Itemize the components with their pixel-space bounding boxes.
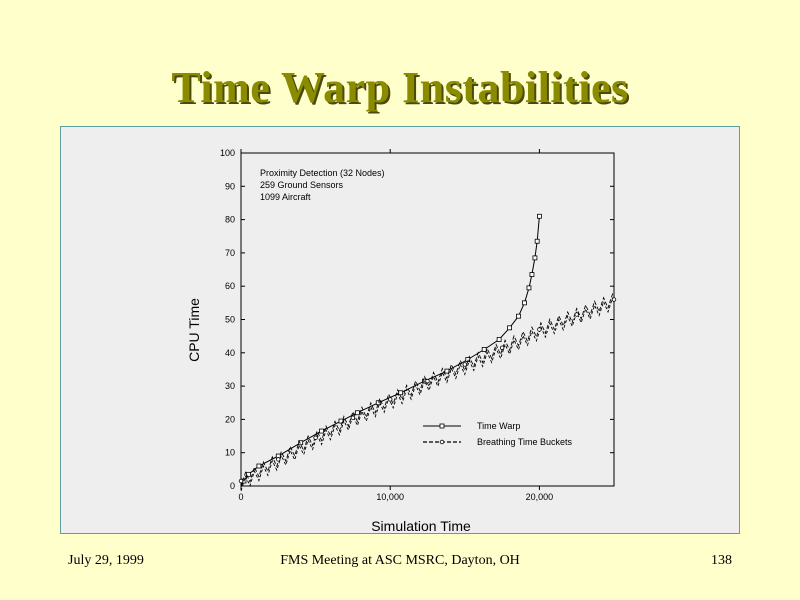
y-tick-label: 90 [225, 181, 235, 191]
data-point-time-warp [536, 213, 542, 219]
series-layer [238, 213, 617, 492]
data-point-breathing-time-buckets [574, 312, 579, 317]
y-tick-label: 20 [225, 414, 235, 424]
annotation-line: Proximity Detection (32 Nodes) [260, 168, 385, 178]
legend-marker-breathing-time-buckets [439, 439, 445, 445]
annotation-line: 259 Ground Sensors [260, 180, 344, 190]
y-tick-label: 40 [225, 348, 235, 358]
x-tick-label: 0 [238, 492, 243, 502]
data-point-time-warp [338, 418, 344, 424]
legend-label-breathing-time-buckets: Breathing Time Buckets [477, 437, 573, 447]
data-point-time-warp [256, 463, 262, 469]
series-line-breathing-time-buckets-band [240, 296, 614, 492]
data-point-time-warp [496, 337, 502, 342]
data-point-time-warp [298, 440, 304, 446]
series-line-breathing-time-buckets [240, 292, 614, 488]
y-tick-label: 10 [225, 448, 235, 458]
y-tick-label: 100 [220, 148, 235, 158]
data-point-time-warp [481, 347, 487, 352]
data-point-time-warp [398, 390, 404, 396]
data-point-time-warp [529, 272, 535, 277]
data-point-time-warp [522, 300, 527, 306]
x-tick-label: 20,000 [526, 492, 554, 502]
data-point-breathing-time-buckets [462, 362, 467, 367]
legend-marker-time-warp [439, 423, 445, 429]
line-chart: 0 10 20 30 40 50 60 70 80 90 100 0 10,000 20,000 Pro… [186, 148, 617, 533]
data-point-time-warp [526, 285, 532, 291]
data-point-breathing-time-buckets [276, 457, 281, 462]
legend-label-time-warp: Time Warp [477, 421, 520, 431]
footer-page-number: 138 [711, 553, 732, 568]
footer-date: July 29, 1999 [68, 553, 144, 568]
data-point-breathing-time-buckets [388, 397, 393, 402]
y-tick-label: 50 [225, 315, 235, 325]
y-tick-label: 60 [225, 281, 235, 291]
data-point-time-warp [532, 255, 538, 261]
data-point-breathing-time-buckets [611, 297, 617, 302]
data-point-breathing-time-buckets [425, 378, 430, 384]
data-point-time-warp [246, 471, 251, 477]
x-axis: 0 10,000 20,000 [238, 149, 553, 502]
x-axis-label: Simulation Time [371, 518, 471, 533]
chart-legend: Time Warp Breathing Time Buckets [423, 421, 573, 447]
y-axis-label: CPU Time [186, 298, 202, 362]
chart-annotation: Proximity Detection (32 Nodes) 259 Groun… [260, 168, 385, 202]
x-tick-label: 10,000 [376, 492, 404, 502]
data-point-time-warp [534, 238, 540, 244]
y-tick-label: 80 [225, 215, 235, 225]
y-tick-label: 0 [230, 481, 235, 491]
y-tick-label: 70 [225, 248, 235, 258]
data-point-breathing-time-buckets [350, 415, 356, 420]
data-point-time-warp [319, 428, 324, 434]
data-point-breathing-time-buckets [537, 327, 542, 332]
data-point-time-warp [354, 410, 360, 416]
data-point-breathing-time-buckets [238, 478, 244, 484]
data-point-time-warp [444, 368, 450, 374]
slide-title: Time Warp Instabilities [171, 63, 629, 112]
y-axis: 0 10 20 30 40 50 60 70 80 90 100 [220, 148, 614, 491]
footer-event: FMS Meeting at ASC MSRC, Dayton, OH [280, 553, 520, 568]
annotation-line: 1099 Aircraft [260, 192, 311, 202]
data-point-time-warp [507, 325, 512, 331]
data-point-breathing-time-buckets [313, 435, 318, 440]
data-point-time-warp [516, 313, 521, 319]
y-tick-label: 30 [225, 381, 235, 391]
data-point-breathing-time-buckets [499, 345, 505, 351]
chart-figure: 0 10 20 30 40 50 60 70 80 90 100 0 10,000 20,000 Pro… [60, 126, 740, 534]
